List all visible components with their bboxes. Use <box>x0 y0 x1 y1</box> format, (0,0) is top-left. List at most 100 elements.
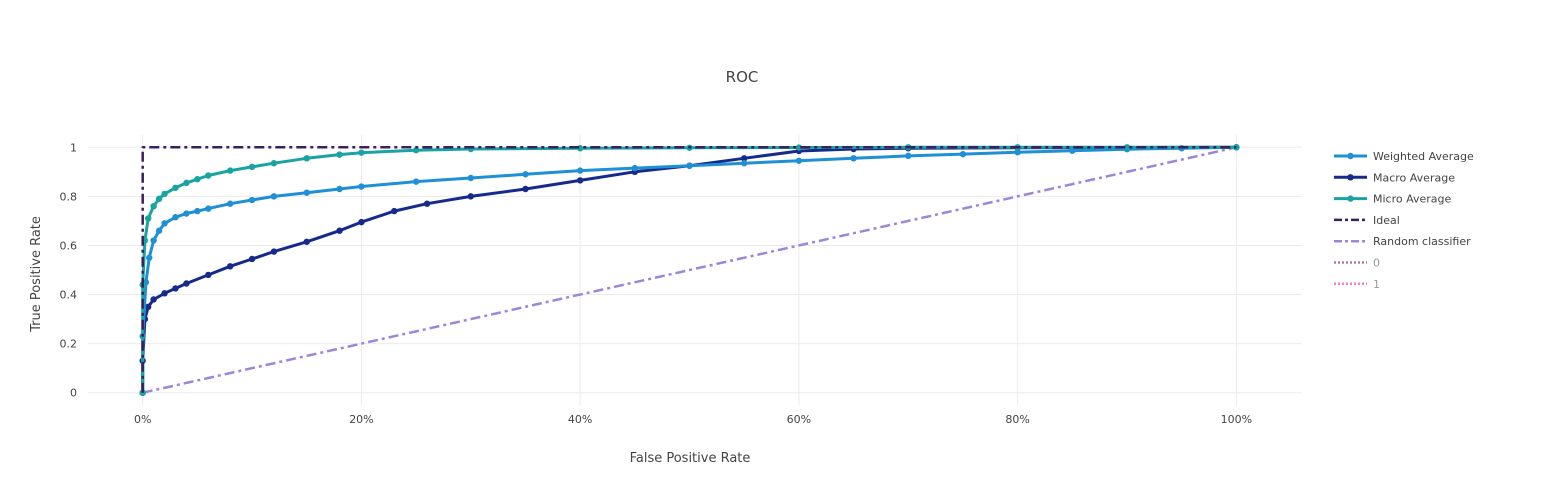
data-point <box>358 183 365 190</box>
legend-marker <box>1347 152 1354 160</box>
data-point <box>1123 144 1131 151</box>
data-point <box>576 167 584 174</box>
y-tick-label: 0 <box>70 387 77 400</box>
y-tick-label: 1 <box>70 141 77 154</box>
data-point <box>161 190 168 198</box>
data-point <box>172 184 179 191</box>
y-tick-label: 0.2 <box>60 338 78 351</box>
data-point <box>412 178 420 185</box>
legend-marker <box>1347 174 1354 181</box>
data-point <box>576 177 584 184</box>
data-point <box>358 218 365 226</box>
legend-marker <box>1347 195 1354 202</box>
x-tick-label: 60% <box>787 413 811 426</box>
legend-item[interactable]: 0 <box>1334 257 1380 270</box>
legend-item[interactable]: Random classifier <box>1334 235 1471 248</box>
legend-label: Micro Average <box>1373 193 1452 206</box>
data-point <box>358 149 365 156</box>
data-point <box>795 144 803 151</box>
x-tick-label: 100% <box>1221 413 1252 426</box>
legend-label: Random classifier <box>1373 235 1471 248</box>
data-point <box>270 248 278 255</box>
data-point <box>139 389 146 396</box>
data-point <box>150 202 157 210</box>
legend-item[interactable]: Macro Average <box>1334 171 1455 184</box>
data-point <box>1069 147 1076 154</box>
x-tick-label: 0% <box>134 413 151 426</box>
legend-label: 0 <box>1373 257 1380 270</box>
data-point <box>1014 148 1021 156</box>
series-line <box>142 146 1237 394</box>
data-point <box>161 220 168 227</box>
data-point <box>905 152 912 160</box>
x-axis-title: False Positive Rate <box>630 451 751 466</box>
x-tick-label: 40% <box>568 413 592 426</box>
data-point <box>144 215 152 222</box>
y-tick-label: 0.6 <box>60 239 78 252</box>
y-tick-label: 0.4 <box>60 289 78 302</box>
data-point <box>248 255 256 263</box>
data-point <box>423 200 431 207</box>
data-point <box>248 196 256 204</box>
data-point <box>226 200 234 207</box>
data-point <box>226 263 234 270</box>
data-point <box>144 303 152 311</box>
data-point <box>205 271 212 279</box>
data-point <box>303 155 310 162</box>
data-point <box>248 163 256 171</box>
legend-item[interactable]: Ideal <box>1334 214 1400 227</box>
y-axis-title: True Positive Rate <box>29 216 44 333</box>
legend-item[interactable]: Micro Average <box>1334 193 1452 206</box>
legend-item[interactable]: Weighted Average <box>1334 150 1474 163</box>
data-point <box>391 207 398 215</box>
legend-label: Weighted Average <box>1373 150 1474 163</box>
data-point <box>183 280 190 287</box>
data-point <box>741 155 748 162</box>
legend-item[interactable]: 1 <box>1334 278 1380 291</box>
data-point <box>303 238 310 245</box>
x-axis-ticks: 0% 20% 40% 60% 80% 100% <box>134 413 1252 426</box>
data-point <box>795 157 803 164</box>
data-point <box>183 179 190 187</box>
plot-area <box>139 144 1240 396</box>
data-point <box>150 237 157 244</box>
data-point <box>172 285 179 292</box>
data-point <box>155 227 163 234</box>
data-point <box>183 210 190 217</box>
data-point <box>194 175 201 183</box>
legend-label: Ideal <box>1373 214 1400 227</box>
data-point <box>631 164 639 172</box>
legend-label: Macro Average <box>1373 171 1455 184</box>
series-random-classifier <box>142 146 1237 394</box>
data-point <box>194 207 201 215</box>
data-point <box>850 155 857 162</box>
data-point <box>150 296 157 303</box>
data-point <box>467 193 474 200</box>
legend: Weighted Average Macro Average Micro Avera… <box>1334 150 1474 291</box>
data-point <box>959 150 967 158</box>
data-point <box>412 147 420 154</box>
data-point <box>336 185 343 193</box>
data-point <box>205 205 212 212</box>
series-line <box>141 146 1237 393</box>
data-point <box>303 189 310 196</box>
data-point <box>522 185 529 193</box>
data-point <box>172 214 179 221</box>
data-point <box>467 174 474 182</box>
data-point <box>270 160 278 167</box>
series-ideal <box>141 146 1237 393</box>
data-point <box>161 290 168 297</box>
legend-label: 1 <box>1373 278 1380 291</box>
x-tick-label: 20% <box>349 413 373 426</box>
data-point <box>336 227 343 234</box>
data-point <box>522 171 529 178</box>
chart-title: ROC <box>726 68 759 86</box>
data-point <box>270 193 278 200</box>
data-point <box>686 162 693 169</box>
series-weighted-average <box>139 144 1240 396</box>
y-tick-label: 0.8 <box>60 190 78 203</box>
data-point <box>336 151 343 158</box>
data-point <box>205 172 212 179</box>
data-point <box>226 167 234 174</box>
